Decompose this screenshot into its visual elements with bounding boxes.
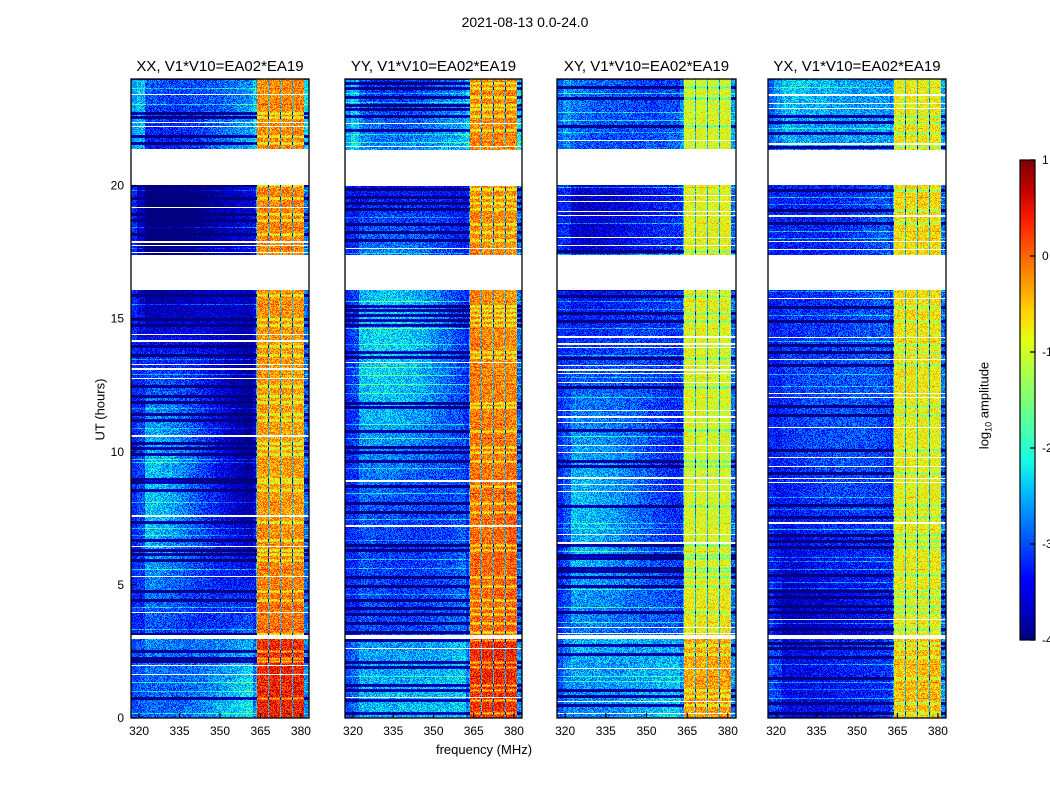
svg-text:335: 335 <box>596 724 616 738</box>
svg-text:-2: -2 <box>1042 441 1050 455</box>
svg-text:365: 365 <box>887 724 907 738</box>
svg-text:320: 320 <box>129 724 149 738</box>
svg-text:335: 335 <box>807 724 827 738</box>
svg-text:365: 365 <box>464 724 484 738</box>
svg-text:10: 10 <box>111 445 125 459</box>
svg-text:-1: -1 <box>1042 345 1050 359</box>
svg-text:5: 5 <box>117 578 124 592</box>
svg-text:335: 335 <box>383 724 403 738</box>
svg-text:365: 365 <box>677 724 697 738</box>
svg-text:380: 380 <box>928 724 948 738</box>
svg-text:-3: -3 <box>1042 537 1050 551</box>
svg-text:350: 350 <box>847 724 867 738</box>
svg-text:320: 320 <box>555 724 575 738</box>
svg-text:1: 1 <box>1042 153 1049 167</box>
svg-text:-4: -4 <box>1042 633 1050 647</box>
svg-text:15: 15 <box>111 312 125 326</box>
svg-text:380: 380 <box>504 724 524 738</box>
svg-text:320: 320 <box>766 724 786 738</box>
svg-text:365: 365 <box>250 724 270 738</box>
svg-text:350: 350 <box>423 724 443 738</box>
svg-text:0: 0 <box>117 711 124 725</box>
svg-text:350: 350 <box>210 724 230 738</box>
svg-text:20: 20 <box>111 179 125 193</box>
svg-text:320: 320 <box>343 724 363 738</box>
svg-text:380: 380 <box>291 724 311 738</box>
svg-text:350: 350 <box>636 724 656 738</box>
svg-text:335: 335 <box>170 724 190 738</box>
svg-text:0: 0 <box>1042 249 1049 263</box>
svg-text:380: 380 <box>718 724 738 738</box>
